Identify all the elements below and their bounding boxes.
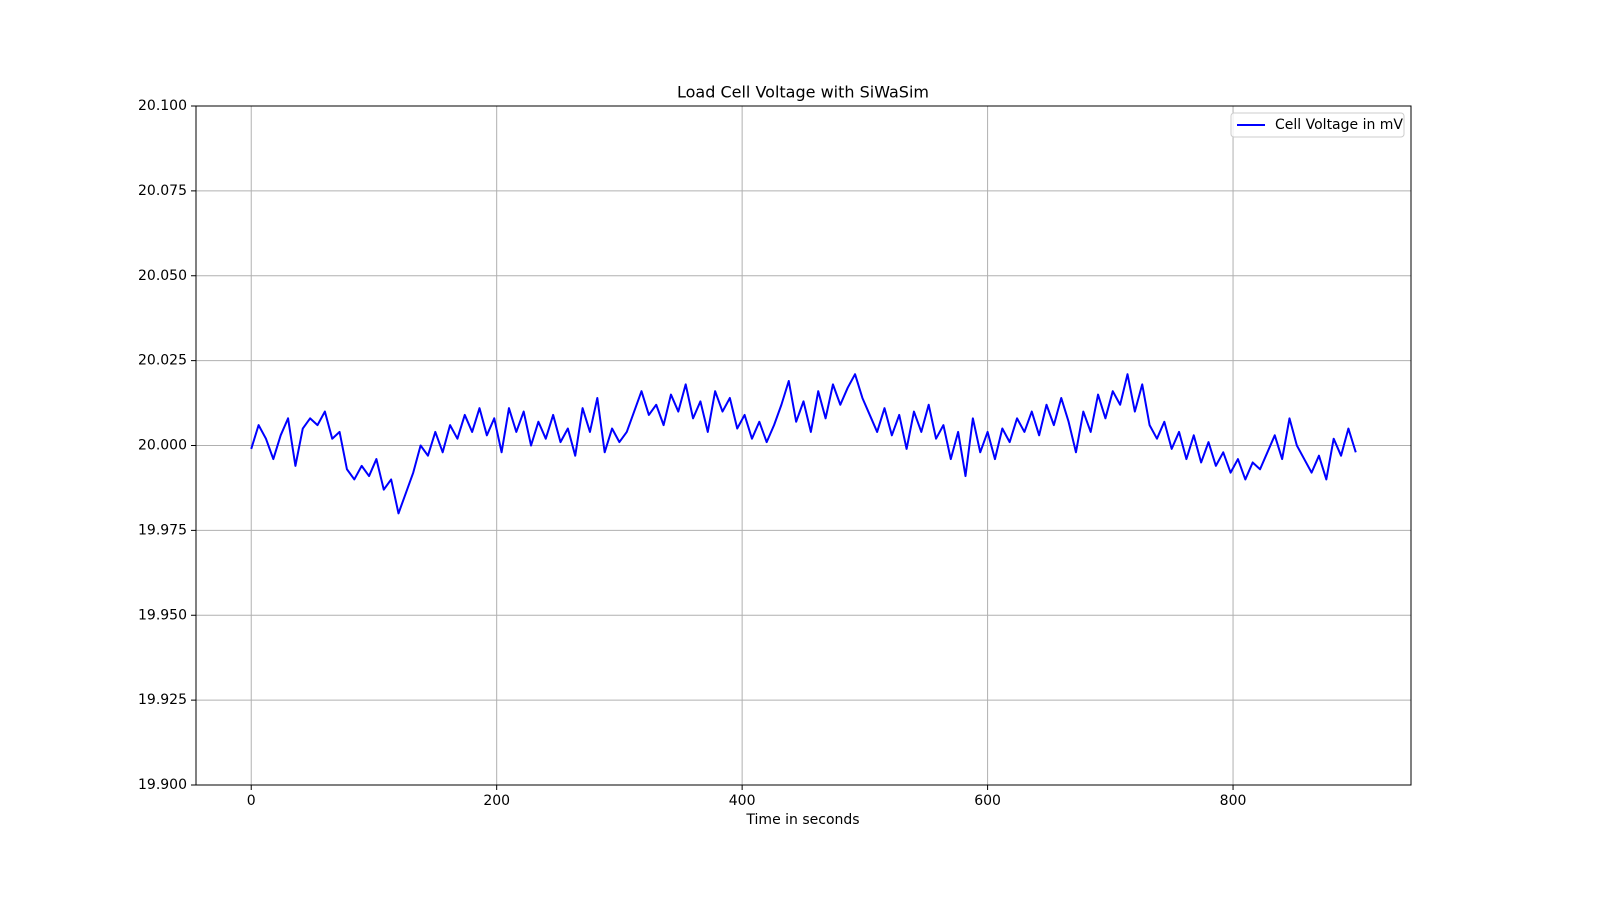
x-axis-label: Time in seconds: [745, 812, 859, 828]
x-tick-label: 200: [483, 793, 510, 809]
y-tick-label: 19.900: [138, 777, 187, 793]
data-line: [250, 373, 1357, 515]
y-tick-label: 20.050: [138, 268, 187, 284]
y-tick-label: 20.025: [138, 353, 187, 369]
x-tick-label: 0: [247, 793, 256, 809]
y-tick-label: 20.100: [138, 98, 187, 114]
y-tick-label: 19.975: [138, 522, 187, 538]
y-tick-label: 19.950: [138, 607, 187, 623]
y-tick-label: 20.075: [138, 183, 187, 199]
legend-label: Cell Voltage in mV: [1275, 117, 1403, 133]
x-tick-label: 600: [974, 793, 1001, 809]
y-tick-label: 19.925: [138, 692, 187, 708]
legend-box: [1230, 112, 1405, 138]
x-tick-label: 400: [729, 793, 756, 809]
plot: [250, 373, 1357, 515]
chart-title: Load Cell Voltage with SiWaSim: [677, 83, 929, 102]
legend: Cell Voltage in mV: [1230, 112, 1405, 138]
y-tick-label: 20.000: [138, 438, 187, 454]
x-tick-label: 800: [1220, 793, 1247, 809]
